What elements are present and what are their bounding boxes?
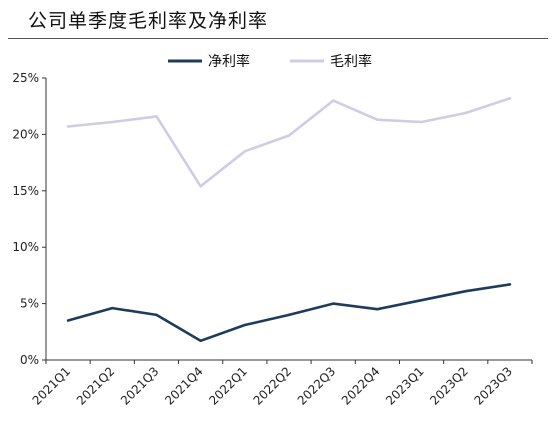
x-tick-label: 2021Q1 bbox=[30, 364, 74, 408]
x-tick-label: 2021Q3 bbox=[118, 364, 162, 408]
data-point-0 bbox=[66, 319, 70, 322]
x-tick-label: 2021Q4 bbox=[162, 364, 206, 408]
data-point-1 bbox=[243, 150, 247, 153]
y-tick-label: 5% bbox=[20, 297, 39, 311]
legend-label-1: 毛利率 bbox=[330, 53, 372, 70]
title-divider bbox=[8, 38, 548, 39]
x-tick-label: 2023Q3 bbox=[471, 364, 515, 408]
series-line-1 bbox=[66, 97, 512, 188]
y-tick-label: 25% bbox=[12, 71, 39, 85]
data-point-0 bbox=[464, 289, 467, 293]
x-tick-label: 2023Q2 bbox=[427, 364, 471, 408]
series-line-0 bbox=[66, 283, 512, 343]
y-tick-label: 10% bbox=[12, 240, 39, 254]
chart-title: 公司单季度毛利率及净利率 bbox=[28, 10, 269, 32]
data-point-0 bbox=[287, 313, 291, 317]
y-tick-label: 0% bbox=[20, 353, 39, 367]
y-tick-label: 15% bbox=[12, 184, 39, 198]
x-tick-label: 2023Q1 bbox=[383, 364, 427, 408]
x-tick-label: 2022Q4 bbox=[339, 364, 383, 408]
x-tick-label: 2021Q2 bbox=[74, 364, 118, 408]
data-point-0 bbox=[331, 302, 335, 305]
data-point-1 bbox=[508, 97, 512, 100]
data-point-1 bbox=[464, 111, 467, 115]
legend-label-0: 净利率 bbox=[208, 53, 250, 70]
data-point-0 bbox=[376, 308, 379, 311]
x-tick-label: 2022Q1 bbox=[206, 364, 250, 408]
data-point-0 bbox=[155, 313, 158, 317]
data-point-1 bbox=[376, 118, 379, 121]
data-point-1 bbox=[420, 120, 423, 124]
data-point-1 bbox=[111, 120, 114, 124]
data-point-1 bbox=[199, 185, 202, 188]
data-point-0 bbox=[420, 299, 423, 302]
data-point-0 bbox=[508, 283, 512, 286]
x-tick-label: 2022Q2 bbox=[251, 364, 295, 408]
data-point-1 bbox=[331, 99, 335, 102]
data-point-0 bbox=[243, 323, 247, 327]
y-tick-label: 20% bbox=[12, 127, 39, 141]
data-point-1 bbox=[155, 115, 158, 118]
data-point-1 bbox=[287, 134, 291, 137]
data-point-1 bbox=[66, 125, 70, 128]
data-point-0 bbox=[199, 339, 202, 343]
data-point-0 bbox=[111, 306, 114, 310]
x-tick-label: 2022Q3 bbox=[295, 364, 339, 408]
